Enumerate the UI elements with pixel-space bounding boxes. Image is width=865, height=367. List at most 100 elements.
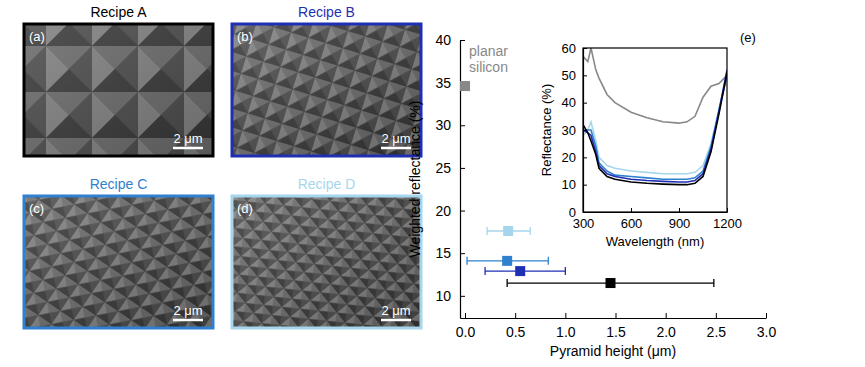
panel-border xyxy=(24,24,213,156)
tick-label: 0 xyxy=(569,205,576,220)
tick-mark xyxy=(460,211,465,212)
data-point xyxy=(605,278,615,288)
tick-label: 1.0 xyxy=(556,324,576,340)
panel-title: Recipe C xyxy=(90,176,148,192)
tick-label: 35 xyxy=(435,75,451,91)
panel-border xyxy=(24,196,213,328)
tick: 1.5 xyxy=(606,313,626,340)
sem-panel: Recipe B(b)2 μm xyxy=(232,4,421,156)
tick-label: 25 xyxy=(435,160,451,176)
tick-label: 10 xyxy=(435,288,451,304)
tick: 25 xyxy=(435,160,465,176)
tick-mark xyxy=(716,313,717,318)
tick-label: 40 xyxy=(562,95,576,110)
tick: 60 xyxy=(562,41,587,56)
tick: 2.0 xyxy=(656,313,676,340)
x-axis: 3006009001200 xyxy=(573,208,742,231)
sem-panel: Recipe A(a)2 μm xyxy=(24,4,213,156)
error-bar-cap xyxy=(548,257,549,265)
tick-label: 20 xyxy=(562,150,576,165)
tick: 600 xyxy=(621,208,643,231)
error-bar xyxy=(485,267,565,275)
tick: 15 xyxy=(435,245,465,261)
tick-mark xyxy=(583,48,587,49)
y-axis-title: Reflectance (%) xyxy=(539,84,554,176)
tick-mark xyxy=(766,313,767,318)
panel-label: (b) xyxy=(237,29,253,44)
error-bar xyxy=(507,279,714,287)
tick-label: 900 xyxy=(669,216,691,231)
tick-label: 30 xyxy=(562,123,576,138)
error-bar-cap xyxy=(565,267,566,275)
tick-mark xyxy=(465,313,466,318)
sem-image xyxy=(24,196,213,328)
tick: 20 xyxy=(435,203,465,219)
scale-bar xyxy=(381,319,411,322)
axis-line xyxy=(461,318,767,319)
tick: 0.0 xyxy=(456,313,476,340)
inset-chart: 30060090012000102030405060Wavelength (nm… xyxy=(539,30,756,249)
axis-line xyxy=(584,212,728,213)
tick: 10 xyxy=(435,288,465,304)
sem-panel: Recipe D (d) 2 μm xyxy=(232,176,421,328)
tick: 1.0 xyxy=(556,313,576,340)
panel-label: (d) xyxy=(237,201,253,216)
tick-mark xyxy=(679,208,680,212)
figure: Recipe A(a)2 μmRecipe B(b)2 μmRecipe C(c… xyxy=(0,0,865,367)
tick-mark xyxy=(666,313,667,318)
scale-bar-label: 2 μm xyxy=(173,131,202,146)
scale-bar xyxy=(173,147,203,150)
sem-shade xyxy=(232,24,421,156)
tick-label: 2.5 xyxy=(707,324,727,340)
data-point xyxy=(502,256,512,266)
tick: 3.0 xyxy=(757,313,777,340)
sem-image xyxy=(232,24,421,156)
panel-label: (e) xyxy=(740,30,756,45)
tick-label: 30 xyxy=(435,117,451,133)
tick-label: 50 xyxy=(562,68,576,83)
scale-bar-label: 2 μm xyxy=(173,303,202,318)
sem-shade xyxy=(24,24,213,156)
sem-panel: Recipe C(c)2 μm xyxy=(24,176,213,328)
tick: 50 xyxy=(562,68,587,83)
panel-label: (a) xyxy=(29,29,45,44)
tick: 20 xyxy=(562,150,587,165)
tick-mark xyxy=(460,296,465,297)
error-bar-cap xyxy=(530,227,531,235)
tick-label: 0.5 xyxy=(506,324,526,340)
inset-background xyxy=(583,48,727,212)
error-bar-cap xyxy=(466,257,467,265)
tick-mark xyxy=(583,130,587,131)
tick-mark xyxy=(460,125,465,126)
annotation: planarsilicon xyxy=(469,43,508,75)
line-series xyxy=(583,75,727,173)
panel-title: Recipe D xyxy=(298,176,356,192)
error-bar-cap xyxy=(486,227,487,235)
tick-mark xyxy=(583,157,587,158)
tick: 40 xyxy=(435,32,465,48)
error-bar xyxy=(487,227,530,235)
error-bar-cap xyxy=(484,267,485,275)
tick-label: 60 xyxy=(562,41,576,56)
scale-bar-label: 2 μm xyxy=(381,303,410,318)
y-axis: 0 10 20 30 40 50 60 xyxy=(562,41,587,220)
sem-shade xyxy=(24,196,213,328)
panel-title: Recipe B xyxy=(298,4,355,20)
tick: 0 xyxy=(569,205,587,220)
tick: 0.5 xyxy=(506,313,526,340)
tick-label: 600 xyxy=(621,216,643,231)
y-axis-title: Weighted reflectance (%) xyxy=(407,101,423,258)
tick-label: 10 xyxy=(562,177,576,192)
tick-label: 20 xyxy=(435,203,451,219)
tick-mark xyxy=(460,168,465,169)
line-series xyxy=(583,73,727,185)
tick-label: 2.0 xyxy=(656,324,676,340)
tick-label: 15 xyxy=(435,245,451,261)
inset-plot-area xyxy=(583,48,727,185)
line-series xyxy=(583,70,727,182)
sem-shade xyxy=(232,196,421,328)
tick-mark xyxy=(583,212,587,213)
line-series xyxy=(583,75,727,179)
tick-mark xyxy=(460,40,465,41)
tick-mark xyxy=(616,313,617,318)
